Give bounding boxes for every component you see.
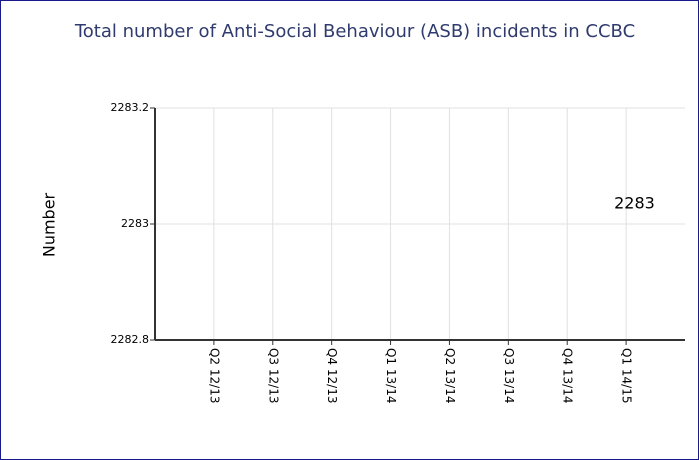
y-axis-label: Number <box>40 192 59 257</box>
x-tick-label: Q1 13/14 <box>384 348 398 403</box>
x-tick-label: Q4 12/13 <box>325 348 339 403</box>
y-tick-label: 2283.2 <box>111 101 150 114</box>
x-tick-label: Q3 13/14 <box>502 348 516 403</box>
y-tick-label: 2283 <box>121 217 149 230</box>
x-tick-label: Q2 12/13 <box>207 348 221 403</box>
x-tick-label: Q3 12/13 <box>266 348 280 403</box>
x-tick-label: Q2 13/14 <box>443 348 457 403</box>
y-tick-label: 2282.8 <box>111 333 150 346</box>
data-label: 2283 <box>614 194 655 213</box>
chart-title: Total number of Anti-Social Behaviour (A… <box>74 21 636 42</box>
x-tick-label: Q4 13/14 <box>561 348 575 403</box>
x-tick-label: Q1 14/15 <box>620 348 634 403</box>
